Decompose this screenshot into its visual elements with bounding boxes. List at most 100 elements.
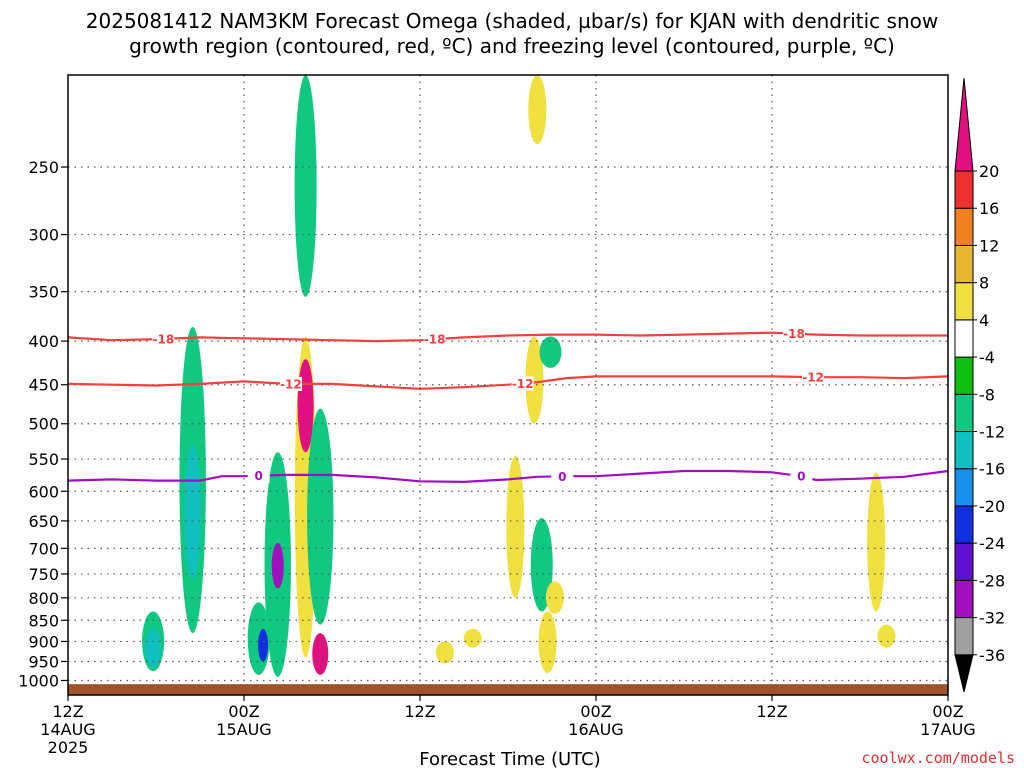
- colorbar-label-8: -4: [979, 348, 995, 367]
- y-tick-label-450: 450: [28, 376, 59, 395]
- y-tick-label-1000: 1000: [18, 671, 59, 690]
- contour-label-0-2: -18: [783, 327, 805, 341]
- contour-label-2-0: 0: [254, 469, 262, 483]
- colorbar-label-0: -36: [979, 646, 1005, 665]
- y-tick-label-850: 850: [28, 611, 59, 630]
- chart-title-line2: growth region (contoured, red, ºC) and f…: [129, 34, 895, 58]
- omega-feature-21: [463, 628, 482, 648]
- x-tick-label-1-0: 00Z: [228, 702, 259, 721]
- colorbar-box-10: [954, 282, 974, 321]
- contour-label-1-0: -12: [280, 377, 302, 391]
- x-tick-label-0-0: 12Z: [52, 702, 83, 721]
- omega-feature-11: [271, 543, 284, 589]
- colorbar-label-7: -8: [979, 385, 995, 404]
- omega-feature-13: [258, 628, 269, 662]
- omega-feature-23: [877, 624, 896, 648]
- y-tick-label-500: 500: [28, 415, 59, 434]
- omega-feature-8: [307, 408, 334, 625]
- x-tick-label-4-0: 12Z: [756, 702, 787, 721]
- y-tick-label-300: 300: [28, 226, 59, 245]
- colorbar-box-9: [954, 319, 974, 358]
- omega-feature-20: [435, 641, 454, 664]
- colorbar-box-5: [954, 468, 974, 507]
- temperature-contours: -18 -18 -18 -12 -12 -12 0 0 0: [67, 326, 949, 484]
- colorbar-box-6: [954, 431, 974, 470]
- omega-feature-16: [525, 336, 544, 424]
- x-tick-label-5-1: 17AUG: [920, 720, 975, 739]
- colorbar-box-12: [954, 207, 974, 246]
- y-tick-label-250: 250: [28, 158, 59, 177]
- y-tick-label-750: 750: [28, 565, 59, 584]
- colorbar-label-10: 8: [979, 274, 989, 293]
- colorbar-label-3: -24: [979, 534, 1005, 553]
- colorbar-box-13: [954, 170, 974, 209]
- contour-label-0-1: -18: [424, 333, 446, 347]
- chart-title-line1: 2025081412 NAM3KM Forecast Omega (shaded…: [86, 9, 938, 33]
- x-tick-label-0-2: 2025: [48, 738, 89, 757]
- omega-feature-15: [528, 75, 547, 145]
- colorbar-label-12: 16: [979, 199, 999, 218]
- ground-bar: [68, 684, 948, 695]
- contour-label-0-0: -18: [152, 332, 174, 346]
- x-tick-label-1-1: 15AUG: [216, 720, 271, 739]
- omega-feature-22: [867, 472, 886, 612]
- omega-feature-18: [538, 611, 557, 673]
- colorbar-box-4: [954, 505, 974, 544]
- y-tick-label-700: 700: [28, 539, 59, 558]
- contour-label-bg-1-0: [279, 376, 302, 391]
- contour-label-bg-1-1: [511, 376, 534, 391]
- x-axis-label: Forecast Time (UTC): [419, 749, 600, 768]
- colorbar-box-11: [954, 244, 974, 284]
- colorbar: -36 -32 -28 -24 -20 -16 -12 -8 -4 4 8 12 16 20: [954, 77, 1005, 693]
- y-tick-label-800: 800: [28, 589, 59, 608]
- colorbar-box-1: [954, 617, 974, 656]
- contour-label-bg-2-0: [247, 468, 270, 483]
- y-tick-label-400: 400: [28, 332, 59, 351]
- x-tick-label-3-1: 16AUG: [568, 720, 623, 739]
- contour-label-bg-2-1: [551, 469, 574, 484]
- colorbar-label-11: 12: [979, 236, 999, 255]
- x-tick-label-0-1: 14AUG: [40, 720, 95, 739]
- contour-label-2-1: 0: [558, 470, 566, 484]
- colorbar-arrow-bottom: [954, 654, 974, 693]
- contour-label-bg-2-2: [790, 469, 813, 484]
- x-tick-label-2-0: 12Z: [404, 702, 435, 721]
- contour-label-1-1: -12: [512, 377, 534, 391]
- omega-feature-3: [145, 628, 162, 668]
- colorbar-label-2: -28: [979, 571, 1005, 590]
- y-tick-label-650: 650: [28, 512, 59, 531]
- colorbar-arrow-top: [954, 77, 974, 172]
- contour-label-bg-0-1: [423, 332, 446, 347]
- y-tick-label-900: 900: [28, 632, 59, 651]
- colorbar-label-4: -20: [979, 497, 1005, 516]
- omega-feature-17: [530, 518, 553, 612]
- colorbar-label-13: 20: [979, 162, 999, 181]
- colorbar-box-7: [954, 393, 974, 433]
- colorbar-box-2: [954, 579, 974, 619]
- contour-label-bg-0-2: [783, 326, 805, 341]
- source-credit: coolwx.com/models: [861, 749, 1015, 767]
- colorbar-label-5: -16: [979, 460, 1005, 479]
- colorbar-label-6: -12: [979, 423, 1005, 442]
- x-tick-label-3-0: 00Z: [580, 702, 611, 721]
- contour-label-1-2: -12: [802, 371, 824, 385]
- colorbar-label-9: 4: [979, 311, 989, 330]
- x-tick-label-5-0: 00Z: [932, 702, 963, 721]
- colorbar-box-3: [954, 542, 974, 581]
- omega-feature-9: [312, 633, 329, 675]
- y-tick-label-550: 550: [28, 450, 59, 469]
- y-tick-label-600: 600: [28, 482, 59, 501]
- omega-feature-24: [539, 336, 562, 368]
- y-axis-ticks: 250 300 350 400 450 500 550 600 650 700 750 800 850 9…: [18, 158, 68, 690]
- omega-feature-14: [506, 455, 525, 598]
- colorbar-box-8: [954, 356, 974, 395]
- omega-feature-19: [545, 581, 564, 614]
- omega-feature-4: [294, 75, 317, 297]
- contour-label-bg-1-2: [802, 370, 825, 385]
- omega-shading: [142, 75, 896, 677]
- omega-feature-1: [184, 445, 201, 579]
- y-tick-label-350: 350: [28, 283, 59, 302]
- y-tick-label-950: 950: [28, 652, 59, 671]
- contour-label-bg-0-0: [152, 331, 175, 346]
